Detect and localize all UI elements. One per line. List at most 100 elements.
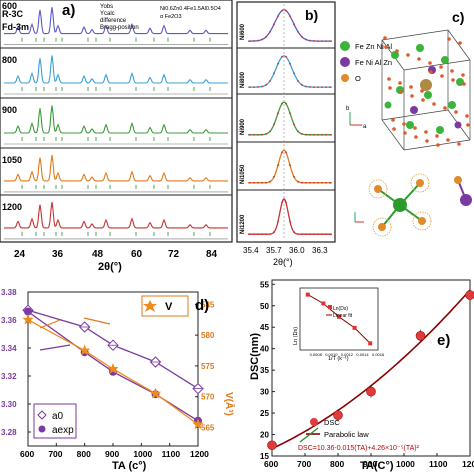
b-peak-point <box>257 181 259 184</box>
oxygen-atom <box>406 53 410 57</box>
b-peak-point <box>249 181 251 184</box>
b-peak-point <box>261 233 263 236</box>
panel-c: c) Fe Zn Ni Al Fe Ni Al Zn O b a <box>340 9 472 237</box>
b-peak-point <box>285 55 287 58</box>
d-y2tick-label: 580 <box>201 331 215 340</box>
b-peak-point <box>285 9 287 12</box>
b-peak-point <box>297 30 299 33</box>
b-xtick-35.4: 35.4 <box>243 246 259 255</box>
b-peak-point <box>293 176 295 178</box>
oxygen-atom <box>450 69 454 73</box>
oxygen-atom <box>392 127 396 131</box>
e-inset-point <box>368 341 373 346</box>
d-legend-aexp-marker <box>38 425 46 433</box>
b-peak-point <box>321 181 323 184</box>
d-xtick-label: 700 <box>48 449 62 459</box>
b-peak-point <box>321 86 323 88</box>
oxygen-atom <box>391 118 395 122</box>
b-peak-point <box>277 62 279 65</box>
b-peak-point <box>261 181 263 184</box>
xrd-pattern-4 <box>4 201 228 229</box>
d-legend-a0-text: a0 <box>52 411 64 422</box>
panel-b: b) Ni600 Ni800 Ni900 Ni1050 Ni1200 35.4 … <box>236 1 336 267</box>
e-inset-xtick: 0.0008 <box>310 352 323 357</box>
bond <box>381 204 401 228</box>
row-label-900: 900 <box>2 105 17 115</box>
b-peak-point <box>289 112 291 115</box>
b-peak-point <box>285 102 287 105</box>
xrd-pattern-2 <box>4 105 228 134</box>
b-peak-point <box>301 36 303 38</box>
e-inset-xtick: 0.0016 <box>372 352 385 357</box>
oxygen-atom <box>398 81 402 85</box>
panel-a: a) R-3C Fd-3m 600 800 900 1050 1200 Yobs… <box>0 0 233 273</box>
panel-e-label: e) <box>437 332 450 349</box>
b-peak-point <box>293 72 295 75</box>
b-peak-point <box>297 180 299 183</box>
e-xtick-label: 900 <box>363 459 377 469</box>
legend-site-a-marker <box>340 41 350 51</box>
row-label-1050: 1050 <box>2 155 22 165</box>
b-peak-point <box>261 133 263 136</box>
e-inset-legend-marker <box>328 305 332 309</box>
d-ylabel-right: V(Å³) <box>223 392 236 416</box>
e-ytick-label: 55 <box>260 280 269 289</box>
b-peak-point <box>269 180 271 183</box>
e-inset-xtick: 0.0012 <box>341 352 354 357</box>
b-peak-point <box>273 23 275 26</box>
b-xtick-36.0: 36.0 <box>289 246 305 255</box>
oxygen-atom <box>395 49 399 53</box>
b-peak-point <box>317 233 319 236</box>
b-peak-point <box>273 72 275 75</box>
atom-marker <box>454 121 462 129</box>
e-point-dsc <box>366 386 376 397</box>
atom-marker <box>406 121 414 129</box>
d-y2tick-label: 575 <box>201 362 215 371</box>
oxygen-atom <box>402 122 406 126</box>
oxygen-atom <box>454 176 462 184</box>
b-peak-point <box>309 39 311 42</box>
b-peak-point <box>329 40 331 42</box>
d-arrow <box>83 317 111 325</box>
b-peak-point <box>293 23 295 26</box>
b-peak-point <box>309 233 311 236</box>
oxygen-atom <box>378 223 386 231</box>
oxygen-atom <box>388 86 392 90</box>
b-peak-point <box>297 233 299 236</box>
d-ytick-label: 3.34 <box>1 344 17 353</box>
oxygen-atom <box>399 90 403 94</box>
d-point-aexp <box>24 307 32 316</box>
e-inset-xtick: 0.0010 <box>325 352 338 357</box>
oxygen-atom <box>432 102 436 106</box>
b-xtick-35.7: 35.7 <box>266 246 282 255</box>
e-legend-dsc-marker <box>310 418 318 426</box>
b-peak-point <box>281 102 283 105</box>
oxygen-atom <box>465 114 469 118</box>
a-xtick-60: 60 <box>131 249 143 260</box>
e-equation: DSC=10.36-0.015(TA)+4.26×10⁻⁵(TA)² <box>298 445 420 452</box>
oxygen-atom <box>440 74 444 78</box>
b-peak-point <box>313 86 315 88</box>
bond <box>399 204 423 222</box>
svg-text:b: b <box>346 106 350 112</box>
b-peak-point <box>285 151 287 154</box>
b-row-label-800: Ni800 <box>240 71 246 88</box>
xrd-pattern-3 <box>4 154 228 182</box>
unit-cell-edge <box>447 29 471 61</box>
b-row-label-1200: Ni1200 <box>240 214 246 234</box>
e-ytick-label: 45 <box>260 323 269 332</box>
oxygen-atom <box>383 36 387 40</box>
oxygen-atom <box>425 139 429 143</box>
b-peak-point <box>309 86 311 88</box>
e-ylabel: DSC(nm) <box>249 333 261 380</box>
unit-cell-edge <box>381 119 405 151</box>
b-peak-point <box>325 40 327 42</box>
b-peak-point <box>321 40 323 42</box>
d-ytick-label: 3.30 <box>1 400 17 409</box>
b-peak-point <box>269 30 271 33</box>
b-peak-point <box>257 133 259 136</box>
panel-d-label: d) <box>195 297 209 314</box>
oxygen-shell <box>410 173 430 193</box>
b-peak-point <box>285 201 287 204</box>
